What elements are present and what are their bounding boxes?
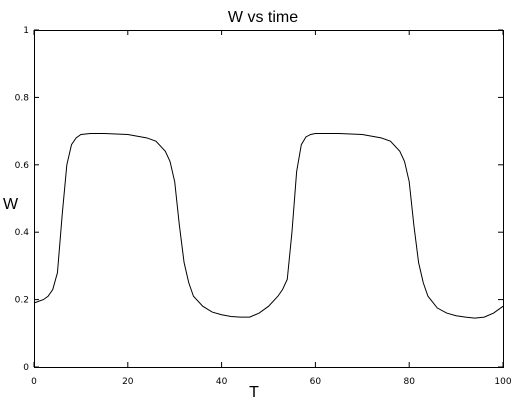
y-tick-label: 0 <box>23 363 29 373</box>
x-tick-label: 60 <box>310 377 322 387</box>
x-tick-label: 20 <box>122 377 134 387</box>
x-axis-label: T <box>249 384 259 401</box>
y-tick-label: 0.8 <box>15 93 30 103</box>
y-tick-label: 0.4 <box>15 228 30 238</box>
series-layer <box>33 132 504 319</box>
x-tick-label: 80 <box>403 377 415 387</box>
y-tick-label: 1 <box>23 26 29 36</box>
y-tick-label: 0.6 <box>15 161 30 171</box>
y-tick-label: 0.2 <box>15 296 29 306</box>
plot-frame <box>34 30 504 368</box>
series-line-0 <box>33 132 504 319</box>
chart-title: W vs time <box>228 9 298 26</box>
x-tick-label: 40 <box>216 377 228 387</box>
x-tick-label: 0 <box>31 377 37 387</box>
y-axis-ticks: 0 0.2 0.4 0.6 0.8 1 <box>15 26 503 373</box>
x-axis-ticks: 0 20 40 60 80 100 <box>31 30 512 387</box>
y-axis-label: W <box>3 196 19 213</box>
x-tick-label: 100 <box>494 377 511 387</box>
